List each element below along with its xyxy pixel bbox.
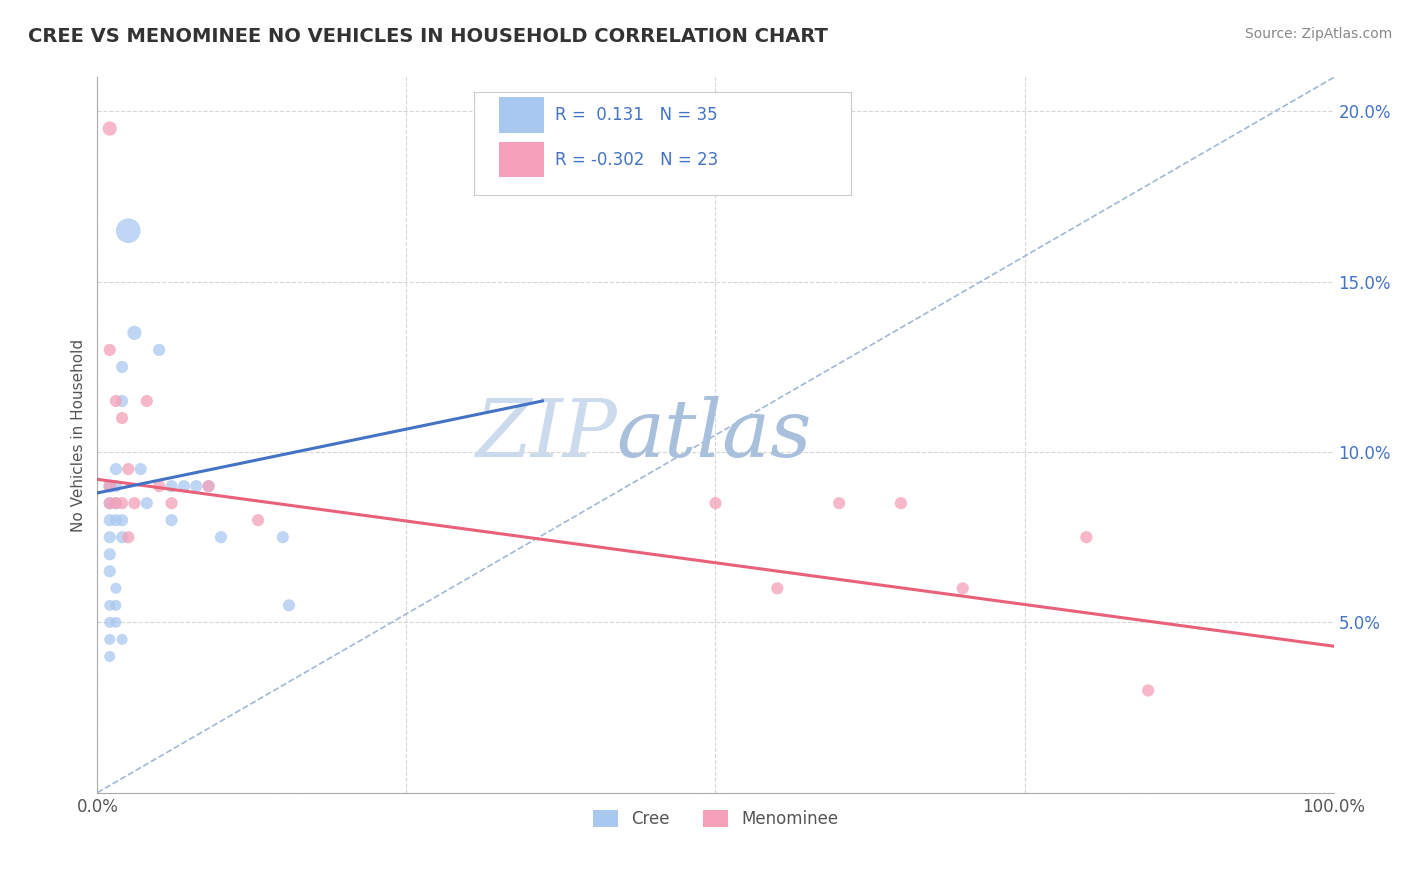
Point <box>148 479 170 493</box>
Point <box>828 496 851 510</box>
Point <box>98 649 121 664</box>
Point <box>197 479 219 493</box>
Point <box>173 479 195 493</box>
Point <box>98 121 121 136</box>
Point <box>890 496 912 510</box>
Point <box>148 343 170 357</box>
Text: ZIP: ZIP <box>475 396 617 474</box>
Point <box>98 599 121 613</box>
Point <box>104 582 127 596</box>
Point <box>104 394 127 409</box>
Point <box>117 530 139 544</box>
Point <box>1137 683 1160 698</box>
Point <box>160 496 183 510</box>
Point <box>98 564 121 578</box>
Point <box>1076 530 1098 544</box>
Point <box>111 496 134 510</box>
Point <box>98 479 121 493</box>
Point <box>129 462 152 476</box>
Point <box>111 394 134 409</box>
Point <box>98 513 121 527</box>
Point <box>98 615 121 630</box>
Point <box>104 462 127 476</box>
Point <box>160 513 183 527</box>
Point <box>104 599 127 613</box>
Point <box>247 513 270 527</box>
Point <box>98 547 121 561</box>
Point <box>111 632 134 647</box>
Point <box>104 513 127 527</box>
Point <box>111 359 134 374</box>
Point <box>98 496 121 510</box>
Point <box>111 513 134 527</box>
Point <box>135 496 157 510</box>
Point <box>197 479 219 493</box>
Point <box>104 496 127 510</box>
Point <box>98 496 121 510</box>
Point <box>98 343 121 357</box>
Point <box>278 599 301 613</box>
Point <box>160 479 183 493</box>
Legend: Cree, Menominee: Cree, Menominee <box>586 803 845 834</box>
Point <box>704 496 727 510</box>
Point <box>186 479 208 493</box>
Text: R =  0.131   N = 35: R = 0.131 N = 35 <box>555 106 717 124</box>
Point <box>98 479 121 493</box>
Text: Source: ZipAtlas.com: Source: ZipAtlas.com <box>1244 27 1392 41</box>
Point <box>124 496 146 510</box>
Point <box>98 530 121 544</box>
Point <box>98 632 121 647</box>
Text: atlas: atlas <box>617 396 813 474</box>
Point <box>104 496 127 510</box>
Point <box>104 615 127 630</box>
Point <box>209 530 232 544</box>
Y-axis label: No Vehicles in Household: No Vehicles in Household <box>72 338 86 532</box>
Text: R = -0.302   N = 23: R = -0.302 N = 23 <box>555 151 718 169</box>
FancyBboxPatch shape <box>499 142 544 178</box>
Point <box>135 394 157 409</box>
Point <box>952 582 974 596</box>
FancyBboxPatch shape <box>474 92 852 195</box>
Point <box>111 411 134 425</box>
Point <box>117 462 139 476</box>
Point <box>124 326 146 340</box>
FancyBboxPatch shape <box>499 97 544 133</box>
Point <box>104 479 127 493</box>
Point <box>766 582 789 596</box>
Text: CREE VS MENOMINEE NO VEHICLES IN HOUSEHOLD CORRELATION CHART: CREE VS MENOMINEE NO VEHICLES IN HOUSEHO… <box>28 27 828 45</box>
Point <box>117 224 139 238</box>
Point <box>111 530 134 544</box>
Point <box>271 530 294 544</box>
